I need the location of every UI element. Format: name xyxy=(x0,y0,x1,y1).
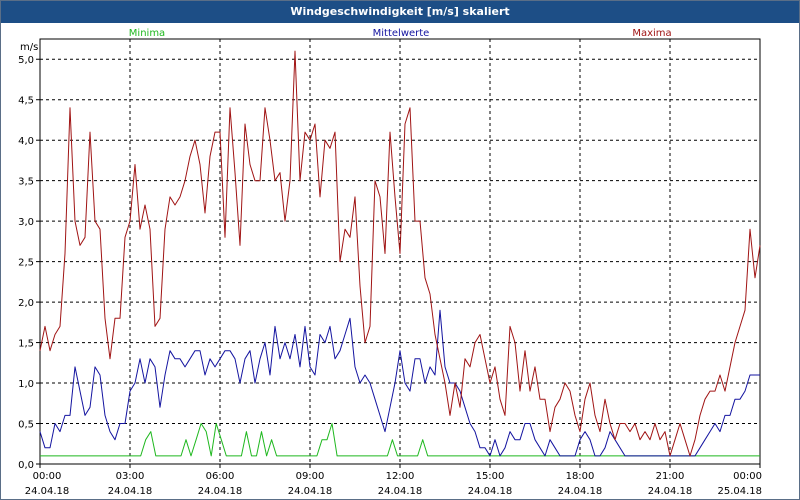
x-tick-date-label: 25.04.18 xyxy=(717,486,762,497)
y-tick-label: 1,0 xyxy=(18,379,34,390)
x-tick-time-label: 12:00 xyxy=(386,471,415,482)
x-tick-date-label: 24.04.18 xyxy=(25,486,70,497)
y-tick-label: 2,0 xyxy=(18,298,34,309)
y-tick-label: 0,0 xyxy=(18,460,34,471)
x-tick-time-label: 06:00 xyxy=(206,471,235,482)
series-line-maxima xyxy=(39,50,761,457)
x-tick-date-label: 24.04.18 xyxy=(558,486,603,497)
y-tick-label: 4,0 xyxy=(18,136,34,147)
y-tick-label: 0,5 xyxy=(18,420,34,431)
grid-lines xyxy=(40,39,760,465)
axes: 0,0 0,5 1,0 1,5 2,0 2,5 3,0 3,5 4,0 4,5 5,0 00:00 24… xyxy=(18,55,762,497)
x-tick-time-label: 09:00 xyxy=(296,471,325,482)
legend-maxima: Maxima xyxy=(632,28,671,39)
series-lines xyxy=(39,50,761,457)
x-tick-date-label: 24.04.18 xyxy=(198,486,243,497)
y-tick-label: 3,5 xyxy=(18,177,34,188)
legend-mittelwerte: Mittelwerte xyxy=(373,28,430,39)
x-tick-time-label: 18:00 xyxy=(566,471,595,482)
x-tick-time-label: 00:00 xyxy=(33,471,62,482)
y-tick-label: 3,0 xyxy=(18,217,34,228)
y-tick-label: 5,0 xyxy=(18,55,34,66)
y-tick-label: 4,5 xyxy=(18,96,34,107)
chart-title-bar: Windgeschwindigkeit [m/s] skaliert xyxy=(1,1,799,23)
x-tick-date-label: 24.04.18 xyxy=(288,486,333,497)
x-tick-date-label: 24.04.18 xyxy=(648,486,693,497)
x-tick-time-label: 03:00 xyxy=(116,471,145,482)
x-tick-time-label: 15:00 xyxy=(476,471,505,482)
series-line-minima xyxy=(40,423,760,457)
x-tick-time-label: 00:00 xyxy=(733,471,762,482)
x-tick-date-label: 24.04.18 xyxy=(108,486,153,497)
series-line-mittelwerte xyxy=(39,309,760,457)
x-tick-date-label: 24.04.18 xyxy=(378,486,423,497)
y-tick-label: 1,5 xyxy=(18,339,34,350)
x-tick-date-label: 24.04.18 xyxy=(468,486,513,497)
x-tick-time-label: 21:00 xyxy=(656,471,685,482)
chart-title: Windgeschwindigkeit [m/s] skaliert xyxy=(290,5,510,18)
legend-minima: Minima xyxy=(129,28,165,39)
y-tick-label: 2,5 xyxy=(18,258,34,269)
y-axis-unit-label: m/s xyxy=(20,42,38,53)
